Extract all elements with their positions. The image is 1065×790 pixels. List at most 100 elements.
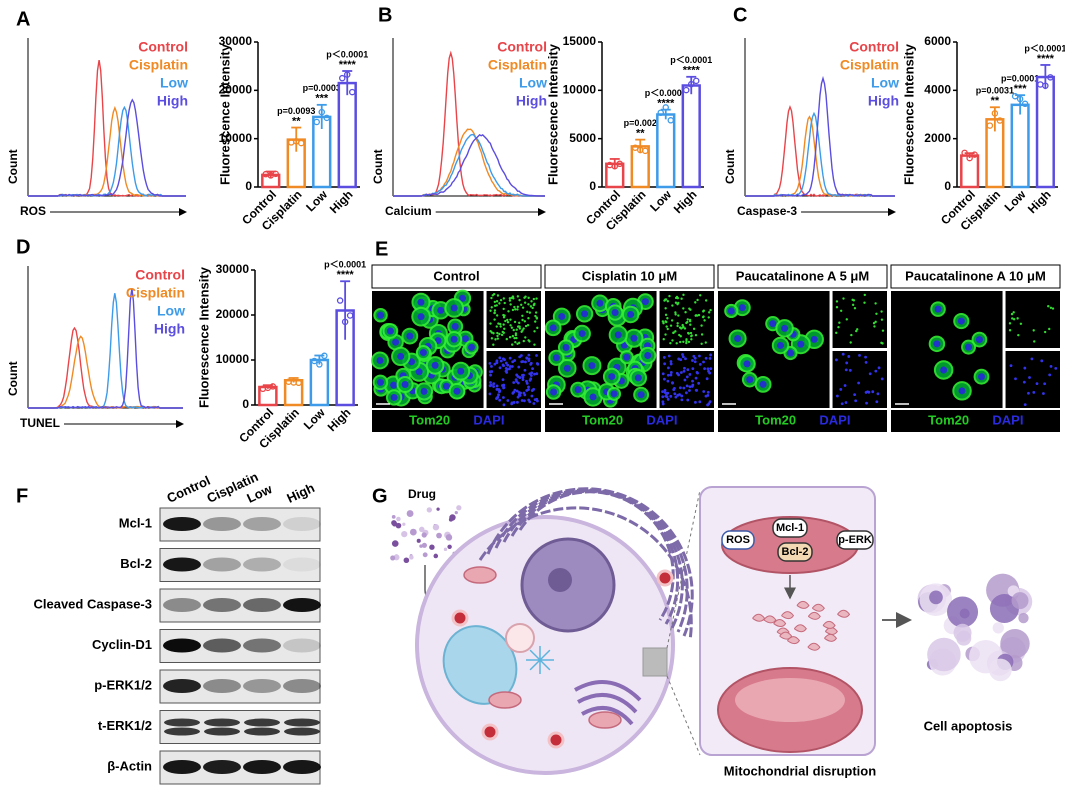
nucleus bbox=[408, 358, 416, 366]
speck bbox=[666, 397, 670, 401]
speck bbox=[493, 300, 497, 304]
nucleus bbox=[940, 366, 948, 374]
legend-label: Cisplatin bbox=[488, 57, 547, 73]
speck bbox=[535, 354, 538, 357]
nucleus bbox=[614, 331, 622, 339]
speck bbox=[522, 339, 526, 343]
marker-label: Mcl-1 bbox=[776, 522, 804, 534]
y-tick-label: 0 bbox=[589, 179, 596, 193]
nucleus bbox=[933, 340, 941, 348]
speck bbox=[679, 371, 683, 374]
nucleus bbox=[608, 373, 616, 381]
speck bbox=[674, 330, 677, 333]
y-axis-label: Fluorescence Intensity bbox=[217, 43, 232, 185]
speck bbox=[488, 361, 492, 365]
band bbox=[243, 638, 281, 653]
data-point bbox=[311, 357, 318, 365]
speck bbox=[536, 399, 539, 403]
band bbox=[163, 679, 201, 693]
data-point bbox=[986, 122, 994, 129]
speck bbox=[857, 381, 861, 385]
panel-label: E bbox=[375, 238, 388, 260]
speck bbox=[535, 297, 538, 300]
speck bbox=[687, 331, 690, 335]
fragment bbox=[787, 636, 801, 645]
speck bbox=[516, 395, 520, 399]
legend-label: Control bbox=[497, 39, 547, 55]
drug-particle bbox=[406, 510, 414, 517]
significance-stars: ** bbox=[636, 128, 645, 140]
y-tick-label: 0 bbox=[944, 179, 951, 193]
speck bbox=[676, 303, 679, 306]
band bbox=[164, 727, 200, 736]
speck bbox=[489, 309, 492, 312]
speck bbox=[533, 343, 536, 346]
histogram-curve bbox=[28, 326, 183, 409]
speck bbox=[498, 332, 501, 336]
nucleus bbox=[589, 393, 597, 401]
nucleus bbox=[390, 393, 398, 401]
speck bbox=[492, 343, 495, 346]
speck bbox=[856, 328, 859, 331]
speck bbox=[706, 367, 710, 371]
speck bbox=[1051, 307, 1055, 310]
speck bbox=[527, 353, 531, 357]
speck bbox=[661, 390, 664, 393]
speck bbox=[1016, 317, 1019, 320]
drug-particle bbox=[443, 547, 448, 552]
speck bbox=[700, 333, 704, 336]
speck bbox=[490, 296, 493, 300]
speck bbox=[682, 369, 686, 373]
p-value: p=0.0093 bbox=[277, 106, 315, 116]
y-tick-label: 6000 bbox=[924, 34, 951, 48]
speck bbox=[839, 388, 843, 391]
speck bbox=[874, 320, 877, 324]
column-header-box bbox=[544, 264, 715, 289]
speck bbox=[498, 389, 502, 393]
nucleolus bbox=[548, 568, 572, 592]
nucleus bbox=[588, 362, 596, 370]
speck bbox=[692, 354, 696, 358]
legend-label: High bbox=[157, 93, 188, 109]
band bbox=[163, 557, 201, 572]
fragment bbox=[773, 619, 787, 628]
data-point bbox=[272, 170, 279, 178]
speck bbox=[495, 388, 499, 391]
speck bbox=[709, 308, 712, 312]
band bbox=[203, 557, 241, 572]
legend-label: Low bbox=[519, 75, 547, 91]
speck bbox=[526, 310, 529, 314]
nucleus bbox=[810, 335, 818, 343]
speck bbox=[702, 310, 705, 313]
fragment bbox=[763, 615, 777, 624]
nucleus bbox=[419, 349, 427, 357]
speck bbox=[692, 327, 696, 331]
speck bbox=[683, 327, 687, 330]
speck bbox=[1017, 333, 1020, 337]
bar bbox=[258, 385, 278, 407]
speck bbox=[871, 390, 875, 394]
speck bbox=[706, 390, 710, 394]
protein-label: β-Actin bbox=[107, 758, 152, 773]
speck bbox=[694, 301, 697, 304]
nucleus bbox=[549, 324, 557, 332]
speck bbox=[686, 320, 689, 324]
data-point bbox=[1021, 100, 1029, 108]
speck bbox=[1048, 327, 1051, 331]
fragment bbox=[807, 611, 821, 620]
y-axis-label: Count bbox=[6, 361, 20, 396]
speck bbox=[521, 318, 524, 322]
speck bbox=[1012, 311, 1015, 314]
speck bbox=[513, 336, 516, 340]
speck bbox=[855, 329, 858, 333]
speck bbox=[516, 308, 519, 311]
speck bbox=[661, 320, 665, 323]
drug-particle bbox=[425, 530, 429, 534]
speck bbox=[697, 313, 701, 317]
y-tick-label: 0 bbox=[245, 179, 252, 193]
nucleus bbox=[634, 374, 642, 382]
column-header-box bbox=[890, 264, 1061, 289]
zoom-box bbox=[642, 647, 668, 677]
apoptotic-body bbox=[953, 623, 972, 642]
speck bbox=[516, 381, 520, 385]
